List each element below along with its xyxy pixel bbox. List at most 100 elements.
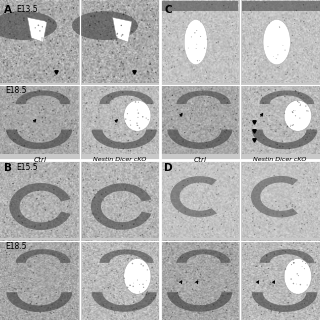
Point	[218, 135, 223, 140]
Point	[84, 146, 89, 151]
Point	[292, 260, 297, 265]
Point	[128, 123, 133, 128]
Point	[110, 201, 115, 206]
Point	[131, 295, 136, 300]
Point	[128, 42, 133, 47]
Text: Nestin Dicer cKO: Nestin Dicer cKO	[253, 157, 307, 163]
Point	[153, 245, 158, 251]
Point	[146, 301, 151, 306]
Point	[24, 97, 29, 102]
Point	[224, 242, 229, 247]
Point	[108, 291, 113, 296]
Point	[138, 233, 143, 238]
Point	[248, 195, 253, 200]
Point	[16, 109, 21, 114]
Point	[153, 46, 158, 51]
Point	[104, 162, 109, 167]
Point	[191, 67, 196, 72]
Point	[23, 85, 28, 90]
Point	[3, 8, 8, 13]
Point	[29, 299, 34, 304]
Point	[231, 112, 236, 117]
Point	[10, 172, 15, 177]
Point	[253, 59, 258, 64]
Point	[280, 139, 285, 144]
Point	[20, 122, 26, 127]
Point	[190, 108, 195, 113]
Point	[217, 35, 222, 40]
Point	[38, 76, 43, 81]
Point	[253, 71, 258, 76]
Point	[9, 202, 14, 207]
Point	[116, 134, 122, 139]
Point	[202, 201, 207, 206]
Point	[111, 242, 116, 247]
Point	[215, 207, 220, 212]
Point	[85, 268, 90, 273]
Point	[277, 25, 282, 30]
Point	[104, 148, 109, 153]
Point	[179, 224, 184, 229]
Point	[86, 195, 92, 200]
Point	[116, 300, 122, 306]
Point	[307, 131, 312, 136]
Point	[145, 169, 150, 174]
Point	[153, 164, 158, 169]
Point	[26, 286, 31, 291]
Point	[2, 299, 7, 304]
Point	[90, 197, 95, 203]
Point	[43, 36, 48, 41]
Point	[32, 292, 37, 297]
Point	[138, 72, 143, 77]
Point	[126, 148, 131, 153]
Point	[122, 253, 127, 258]
Point	[232, 218, 237, 223]
Point	[5, 233, 10, 238]
Point	[109, 243, 115, 248]
Point	[282, 111, 287, 116]
Point	[200, 102, 205, 108]
Point	[91, 188, 96, 193]
Point	[193, 253, 198, 259]
Point	[121, 12, 126, 17]
Point	[186, 304, 191, 309]
Point	[53, 110, 58, 116]
Text: Nestin Dicer cKO: Nestin Dicer cKO	[93, 157, 147, 163]
Point	[100, 205, 105, 210]
Point	[196, 310, 201, 315]
Point	[244, 278, 250, 283]
Point	[252, 232, 257, 237]
Point	[132, 307, 137, 312]
Point	[119, 60, 124, 65]
Point	[151, 140, 156, 145]
Point	[41, 138, 46, 143]
Point	[40, 254, 45, 259]
Point	[38, 310, 43, 315]
Point	[149, 128, 154, 133]
Point	[253, 264, 259, 269]
Point	[54, 290, 59, 295]
Point	[110, 4, 116, 9]
Point	[11, 181, 16, 186]
Point	[135, 108, 140, 113]
Point	[234, 111, 239, 116]
Point	[149, 6, 155, 12]
Point	[211, 125, 216, 130]
Point	[297, 143, 302, 148]
Point	[96, 107, 101, 112]
Point	[180, 187, 185, 192]
Point	[60, 294, 65, 299]
Point	[173, 215, 178, 220]
Text: E18.5: E18.5	[5, 86, 26, 95]
Point	[106, 38, 111, 44]
Point	[196, 180, 201, 185]
Point	[229, 88, 234, 93]
Point	[171, 19, 176, 24]
Bar	[242, 1, 320, 83]
Point	[13, 137, 18, 142]
Point	[199, 232, 204, 237]
Point	[46, 100, 51, 105]
Point	[48, 306, 53, 311]
Point	[305, 134, 310, 140]
Point	[27, 247, 32, 252]
